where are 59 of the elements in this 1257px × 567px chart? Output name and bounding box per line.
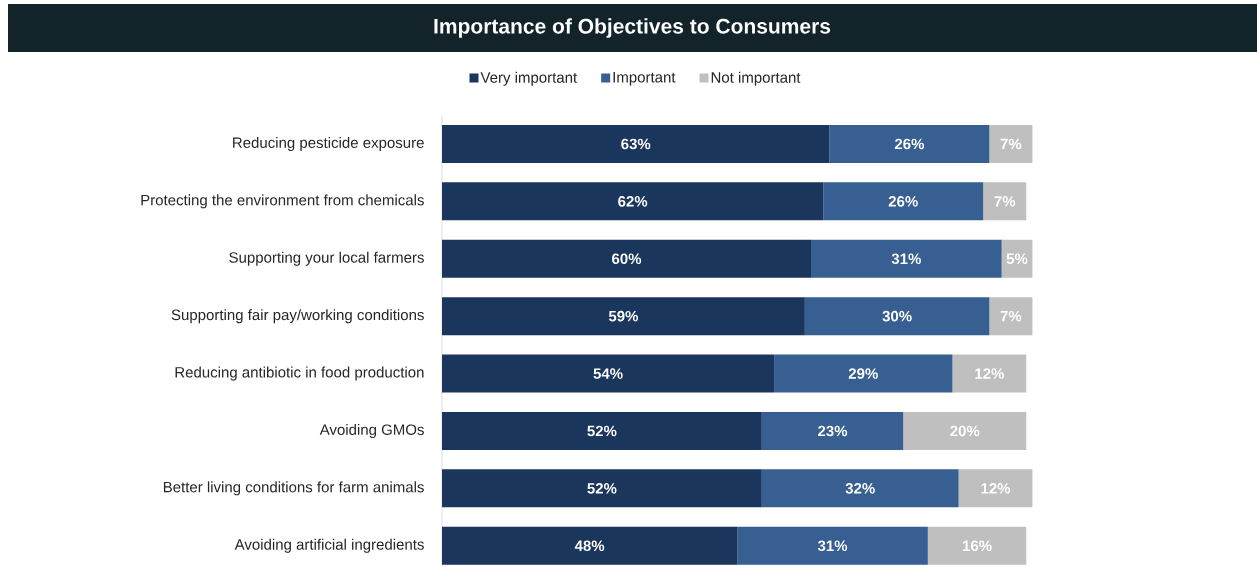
bar	[761, 411, 904, 450]
bar	[958, 469, 1033, 508]
y-tick-label: Supporting your local farmers	[229, 251, 424, 266]
data-label: 7%	[1000, 310, 1022, 322]
bar	[927, 526, 1027, 565]
bar	[442, 297, 805, 336]
bar	[811, 239, 1002, 278]
data-label: 62%	[618, 196, 648, 207]
data-label: 52%	[587, 483, 617, 494]
data-label: 59%	[608, 310, 639, 322]
bar	[761, 469, 959, 508]
data-label: 26%	[888, 196, 918, 207]
data-label: 5%	[1006, 253, 1028, 265]
bar	[442, 411, 762, 450]
bar	[442, 526, 738, 565]
legend-label: Important	[613, 72, 676, 86]
data-label: 7%	[1000, 138, 1022, 150]
chart-title: Importance of Objectives to Consumers	[434, 18, 831, 38]
bar	[829, 124, 990, 163]
bar	[804, 297, 990, 336]
y-tick-label: Protecting the environment from chemicals	[141, 194, 424, 209]
legend-label: Very important	[480, 71, 578, 86]
bar	[983, 182, 1027, 221]
data-label: 12%	[981, 483, 1011, 494]
y-tick-label: Reducing antibiotic in food production	[175, 366, 424, 381]
y-tick-label: Better living conditions for farm animals	[163, 481, 424, 496]
data-label: 29%	[848, 368, 878, 379]
bar	[442, 182, 824, 221]
data-label: 30%	[882, 310, 912, 322]
y-tick-label: Avoiding artificial ingredients	[234, 538, 424, 553]
data-label: 20%	[950, 425, 980, 437]
y-tick-label: Supporting fair pay/working conditions	[171, 309, 424, 324]
data-label: 52%	[587, 425, 617, 437]
bar	[989, 124, 1033, 163]
bar	[737, 526, 928, 565]
data-label: 54%	[593, 368, 623, 379]
data-label: 31%	[817, 540, 848, 552]
legend-label: Not important	[711, 71, 801, 86]
bar	[823, 182, 984, 221]
bar	[774, 354, 953, 393]
data-label: 48%	[574, 540, 605, 552]
data-label: 63%	[621, 138, 651, 150]
data-label: 31%	[891, 253, 921, 265]
bar	[442, 469, 762, 508]
bar	[903, 411, 1027, 450]
data-label: 60%	[612, 253, 642, 265]
data-label: 26%	[894, 138, 925, 150]
bar	[442, 124, 830, 163]
bar	[442, 239, 811, 278]
bar	[442, 354, 775, 393]
data-label: 23%	[818, 425, 848, 437]
y-tick-label: Avoiding GMOs	[319, 423, 424, 438]
data-label: 16%	[962, 540, 992, 552]
data-label: 7%	[994, 196, 1016, 207]
bar	[989, 297, 1033, 336]
data-label: 32%	[845, 483, 875, 494]
bar	[952, 354, 1027, 393]
y-tick-label: Reducing pesticide exposure	[233, 136, 424, 151]
data-label: 12%	[975, 368, 1004, 379]
